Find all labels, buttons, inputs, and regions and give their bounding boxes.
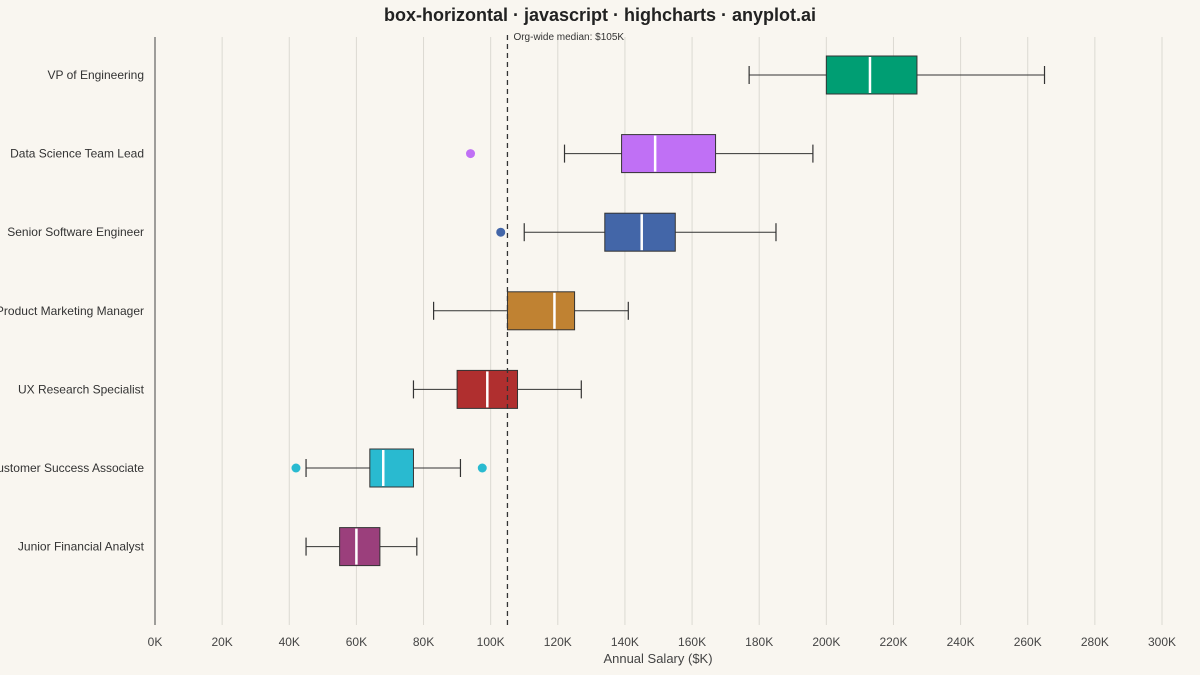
outlier-point bbox=[466, 149, 476, 159]
y-category-label: Product Marketing Manager bbox=[0, 304, 144, 318]
x-tick-label: 160K bbox=[678, 635, 706, 649]
box-group bbox=[748, 55, 1046, 95]
y-category-label: UX Research Specialist bbox=[18, 382, 145, 396]
chart-title: box-horizontal · javascript · highcharts… bbox=[384, 5, 816, 25]
y-category-label: Senior Software Engineer bbox=[7, 225, 144, 239]
x-tick-label: 200K bbox=[812, 635, 840, 649]
box-group bbox=[291, 448, 487, 488]
box-layer bbox=[291, 55, 1046, 567]
iqr-box bbox=[339, 527, 381, 567]
x-tick-label: 80K bbox=[413, 635, 434, 649]
outlier-point bbox=[496, 227, 506, 237]
outlier-point bbox=[291, 463, 301, 473]
x-tick-label: 100K bbox=[477, 635, 505, 649]
x-tick-label: 240K bbox=[947, 635, 975, 649]
box-group bbox=[305, 527, 418, 567]
x-tick-label: 0K bbox=[148, 635, 163, 649]
y-category-label: Junior Financial Analyst bbox=[18, 540, 145, 554]
x-tick-label: 220K bbox=[879, 635, 907, 649]
y-category-label: Data Science Team Lead bbox=[10, 147, 144, 161]
box-group bbox=[466, 134, 814, 174]
y-category-label: Customer Success Associate bbox=[0, 461, 144, 475]
box-group bbox=[496, 212, 777, 252]
x-tick-label: 260K bbox=[1014, 635, 1042, 649]
x-tick-label: 20K bbox=[211, 635, 232, 649]
x-axis-title: Annual Salary ($K) bbox=[603, 651, 712, 666]
box-group bbox=[412, 369, 582, 409]
iqr-box bbox=[621, 134, 717, 174]
grid-layer bbox=[221, 37, 1163, 625]
x-tick-label: 300K bbox=[1148, 635, 1176, 649]
x-tick-label: 280K bbox=[1081, 635, 1109, 649]
box-group bbox=[433, 291, 629, 331]
y-category-label: VP of Engineering bbox=[47, 68, 144, 82]
x-tick-label: 140K bbox=[611, 635, 639, 649]
x-tick-label: 40K bbox=[279, 635, 300, 649]
iqr-box bbox=[369, 448, 414, 488]
axis-layer: 0K 20K 40K 60K 80K 100K 120K 140K 160K 180K 200K 22… bbox=[0, 37, 1176, 649]
x-tick-label: 60K bbox=[346, 635, 367, 649]
iqr-box bbox=[825, 55, 918, 95]
outlier-point bbox=[477, 463, 487, 473]
x-tick-label: 120K bbox=[544, 635, 572, 649]
x-tick-label: 180K bbox=[745, 635, 773, 649]
reference-line-layer: Org-wide median: $105K bbox=[506, 32, 624, 625]
reference-line-label: Org-wide median: $105K bbox=[513, 32, 624, 43]
iqr-box bbox=[604, 212, 676, 252]
iqr-box bbox=[506, 291, 576, 331]
